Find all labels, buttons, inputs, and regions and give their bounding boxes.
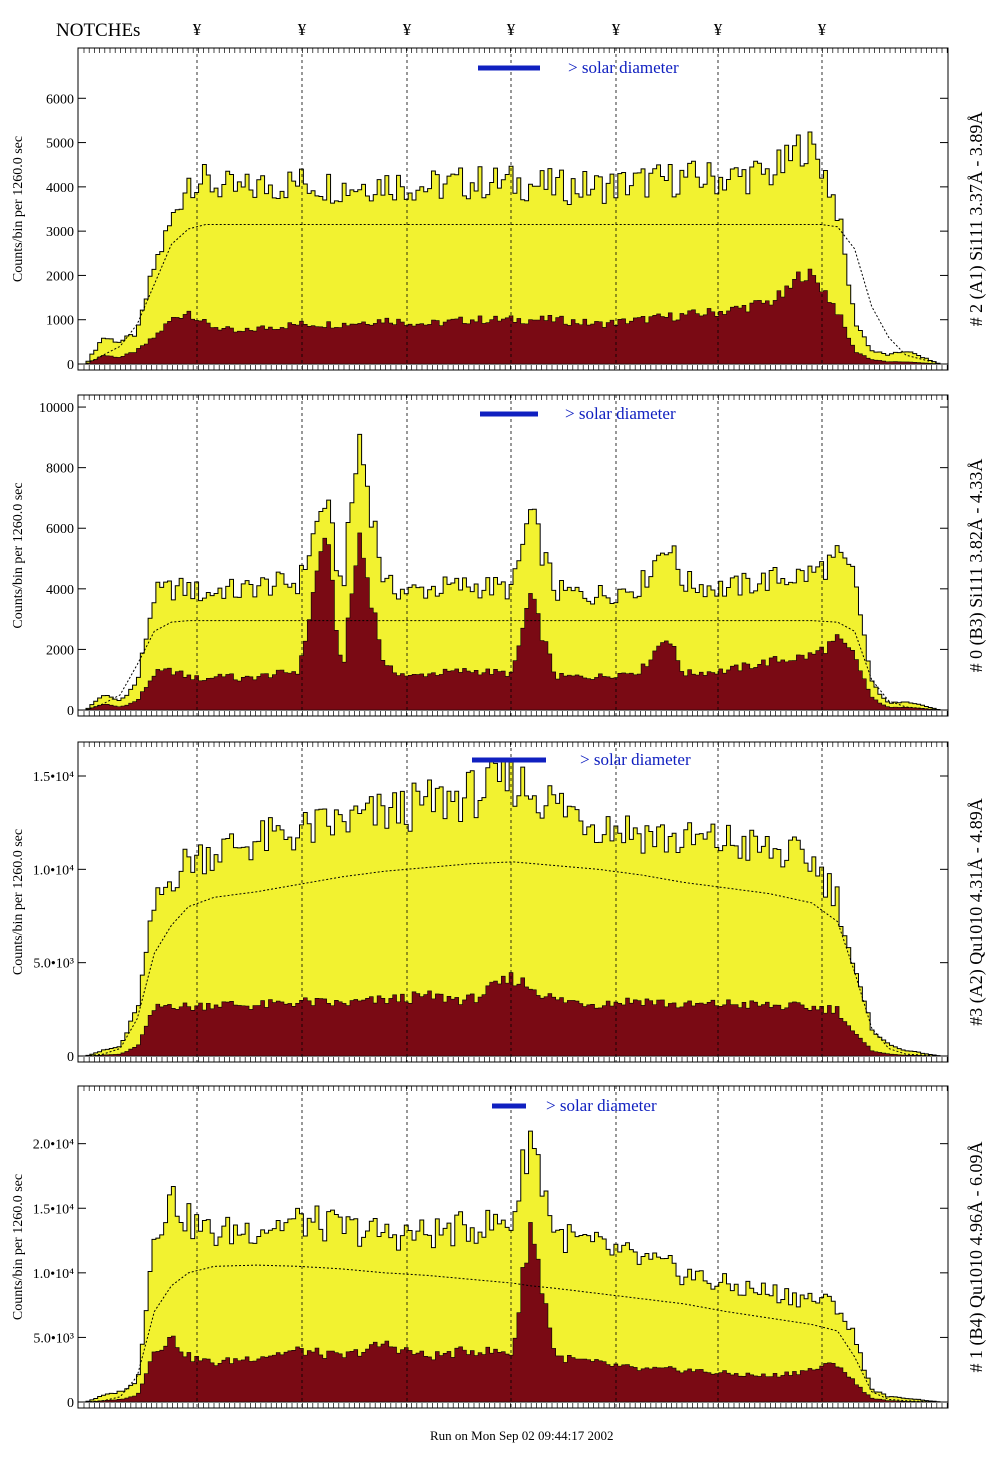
y-tick-label: 6000	[46, 522, 74, 537]
y-tick-label: 0	[67, 704, 74, 719]
lower-histogram	[85, 972, 941, 1057]
legend-text: > solar diameter	[565, 404, 676, 423]
y-tick-label: 3000	[46, 225, 74, 240]
y-tick-label: 1.5•10⁴	[33, 1202, 74, 1217]
notch-marker: ¥	[713, 20, 723, 39]
y-tick-label: 1.5•10⁴	[33, 770, 74, 785]
legend-text: > solar diameter	[580, 750, 691, 769]
y-tick-label: 5.0•10³	[33, 1331, 74, 1346]
y-axis-label: Counts/bin per 1260.0 sec	[11, 482, 26, 628]
y-axis-label: Counts/bin per 1260.0 sec	[11, 1174, 26, 1320]
notch-marker: ¥	[192, 20, 202, 39]
upper-histogram	[85, 433, 941, 711]
lower-histogram	[85, 532, 941, 711]
panel-side-label: # 0 (B3) Si111 3.82Å - 4.33Å	[966, 459, 987, 673]
notch-marker: ¥	[817, 20, 827, 39]
y-tick-label: 10000	[39, 401, 74, 416]
panel-side-label: #3 (A2) Qu1010 4.31Å - 4.89Å	[966, 798, 987, 1025]
upper-histogram	[85, 758, 941, 1057]
y-tick-label: 0	[67, 358, 74, 373]
y-tick-label: 0	[67, 1396, 74, 1411]
panel-side-label: # 2 (A1) Si111 3.37Å - 3.89Å	[966, 112, 987, 327]
y-tick-label: 0	[67, 1050, 74, 1065]
model-curve	[85, 224, 941, 365]
legend-text: > solar diameter	[568, 58, 679, 77]
notch-marker: ¥	[611, 20, 621, 39]
y-tick-label: 1.0•10⁴	[33, 863, 74, 878]
y-tick-label: 6000	[46, 92, 74, 107]
model-curve	[85, 1264, 941, 1403]
y-axis-label: Counts/bin per 1260.0 sec	[11, 136, 26, 282]
y-tick-label: 1.0•10⁴	[33, 1267, 74, 1282]
y-tick-label: 5000	[46, 137, 74, 152]
panel-side-label: # 1 (B4) Qu1010 4.96Å - 6.09Å	[966, 1142, 987, 1373]
lower-histogram	[85, 268, 941, 365]
y-axis-label: Counts/bin per 1260.0 sec	[11, 829, 26, 975]
model-curve	[85, 620, 941, 711]
upper-histogram	[85, 131, 941, 365]
y-tick-label: 2.0•10⁴	[33, 1138, 74, 1153]
notches-title: NOTCHEs	[56, 20, 141, 41]
notch-marker: ¥	[506, 20, 516, 39]
lower-histogram	[85, 1222, 941, 1403]
y-tick-label: 8000	[46, 462, 74, 477]
y-tick-label: 1000	[46, 314, 74, 329]
notch-marker: ¥	[402, 20, 412, 39]
y-tick-label: 5.0•10³	[33, 957, 74, 972]
y-tick-label: 4000	[46, 181, 74, 196]
legend-text: > solar diameter	[546, 1096, 657, 1115]
y-tick-label: 2000	[46, 643, 74, 658]
y-tick-label: 4000	[46, 583, 74, 598]
notch-marker: ¥	[297, 20, 307, 39]
upper-histogram	[85, 1130, 941, 1403]
model-curve	[85, 861, 941, 1057]
y-tick-label: 2000	[46, 269, 74, 284]
run-timestamp: Run on Mon Sep 02 09:44:17 2002	[430, 1428, 614, 1443]
